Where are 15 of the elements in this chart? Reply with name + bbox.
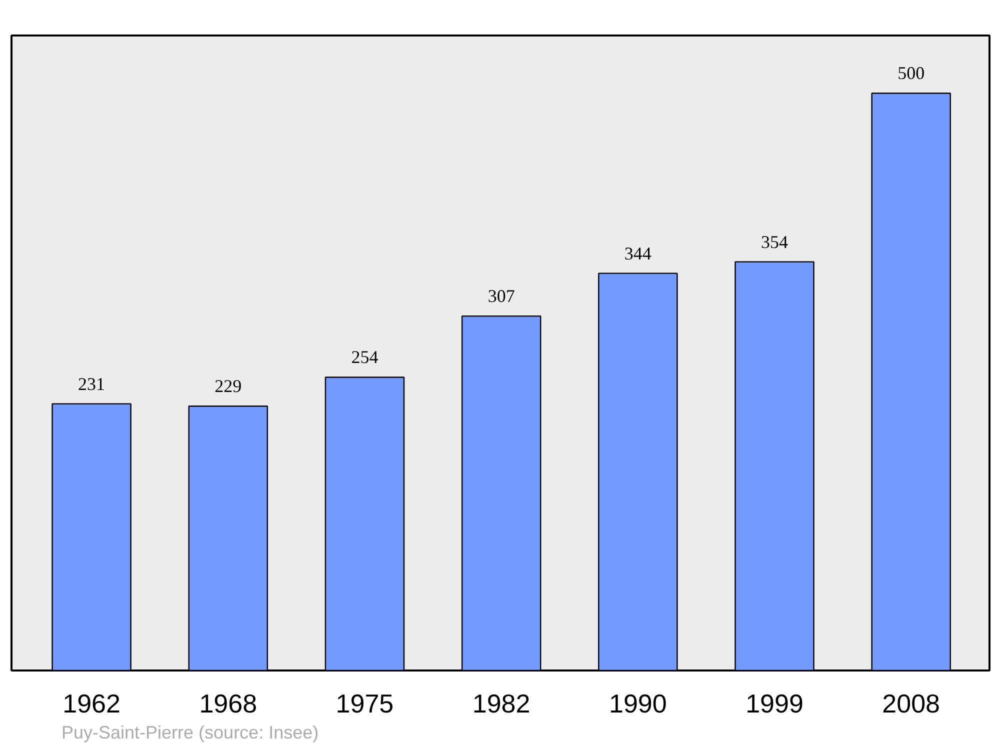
text: Puy-Saint-Pierre (source: Insee) (62, 722, 319, 742)
data-label: 229 (214, 376, 242, 396)
x-tick-label: 2008 (882, 688, 940, 718)
x-tick-label: 1962 (62, 688, 120, 718)
x-tick-label: 1982 (472, 688, 530, 718)
data-label: 354 (761, 232, 788, 252)
x-tick-label: 1990 (608, 688, 667, 718)
data-label: 307 (488, 286, 515, 306)
data-label: 500 (898, 63, 925, 84)
x-tick-label: 1968 (199, 688, 258, 718)
data-label: 344 (624, 243, 652, 264)
x-tick-label: 1975 (336, 688, 394, 718)
data-label: 254 (351, 347, 378, 368)
x-tick-label: 1999 (746, 688, 804, 718)
data-label: 231 (78, 374, 106, 394)
